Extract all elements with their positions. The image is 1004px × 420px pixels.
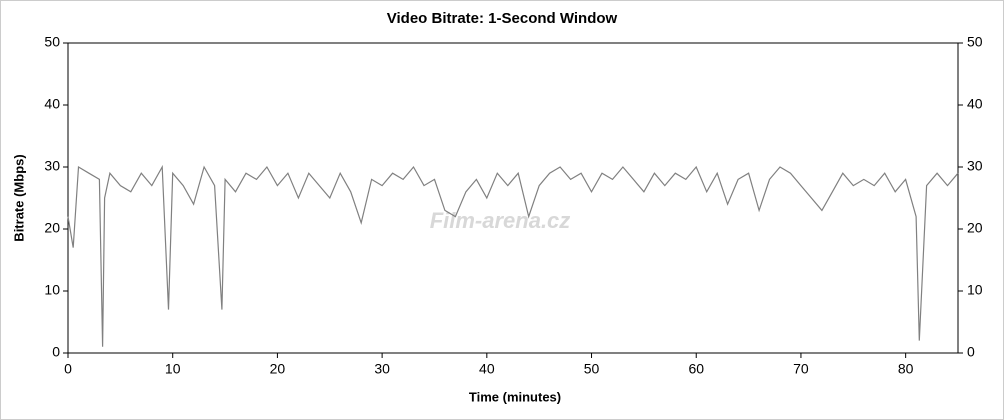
x-axis-label: Time (minutes) bbox=[469, 389, 561, 404]
y2-tick-label: 50 bbox=[967, 34, 983, 50]
y-tick-label: 50 bbox=[44, 34, 60, 50]
chart-title: Video Bitrate: 1-Second Window bbox=[387, 10, 618, 27]
x-tick-label: 20 bbox=[270, 361, 286, 377]
x-tick-label: 40 bbox=[479, 361, 495, 377]
x-tick-label: 70 bbox=[793, 361, 809, 377]
x-tick-label: 30 bbox=[374, 361, 390, 377]
x-tick-label: 10 bbox=[165, 361, 181, 377]
bitrate-line bbox=[67, 164, 959, 347]
y2-tick-label: 0 bbox=[967, 344, 975, 360]
y-tick-label: 40 bbox=[44, 96, 60, 112]
y2-tick-label: 20 bbox=[967, 220, 983, 236]
plot-area bbox=[67, 42, 959, 354]
x-tick-label: 50 bbox=[584, 361, 600, 377]
y-tick-label: 10 bbox=[44, 282, 60, 298]
x-tick-label: 60 bbox=[688, 361, 704, 377]
y2-tick-label: 40 bbox=[967, 96, 983, 112]
y2-tick-label: 30 bbox=[967, 158, 983, 174]
y2-tick-label: 10 bbox=[967, 282, 983, 298]
y-tick-label: 20 bbox=[44, 220, 60, 236]
watermark: Film-arena.cz bbox=[430, 208, 571, 233]
x-tick-label: 0 bbox=[64, 361, 72, 377]
x-tick-label: 80 bbox=[898, 361, 914, 377]
y-axis-label: Bitrate (Mbps) bbox=[11, 154, 26, 241]
y-tick-label: 0 bbox=[52, 344, 60, 360]
y-tick-label: 30 bbox=[44, 158, 60, 174]
